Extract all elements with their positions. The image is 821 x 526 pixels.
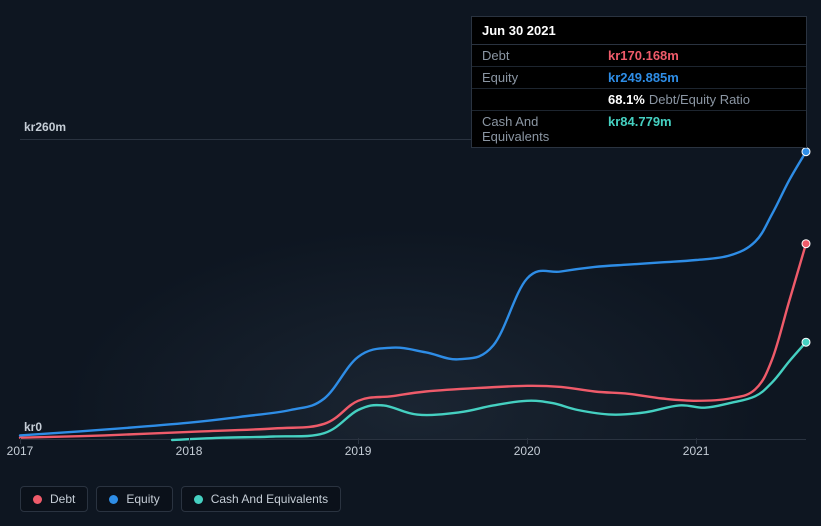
hover-tooltip: Jun 30 2021 Debtkr170.168mEquitykr249.88…	[471, 16, 807, 148]
series-line-cash	[172, 342, 806, 440]
x-axis-tick-label: 2020	[514, 444, 541, 458]
tooltip-row-value: kr249.885m	[608, 70, 679, 85]
chart-svg	[20, 140, 806, 440]
series-line-debt	[20, 244, 806, 438]
legend-swatch-icon	[194, 495, 203, 504]
x-axis-tick: 2018	[169, 444, 209, 458]
legend-item-label: Cash And Equivalents	[211, 492, 328, 506]
x-axis-tick-label: 2018	[176, 444, 203, 458]
legend-item-debt[interactable]: Debt	[20, 486, 88, 512]
legend-swatch-icon	[109, 495, 118, 504]
tooltip-ratio-label: Debt/Equity Ratio	[649, 92, 750, 107]
x-axis-tick-label: 2019	[345, 444, 372, 458]
tooltip-date: Jun 30 2021	[472, 17, 806, 45]
x-axis-tick: 2019	[338, 444, 378, 458]
series-end-dot-debt	[802, 240, 810, 248]
tooltip-row-value: kr170.168m	[608, 48, 679, 63]
tooltip-row: Debtkr170.168m	[472, 45, 806, 67]
legend: Debt Equity Cash And Equivalents	[20, 486, 341, 512]
y-axis-label-max: kr260m	[24, 120, 66, 134]
x-axis-tick: 2017	[0, 444, 40, 458]
tooltip-row-label: Debt	[482, 48, 608, 63]
legend-item-label: Equity	[126, 492, 159, 506]
tooltip-ratio-pct: 68.1%	[608, 92, 645, 107]
legend-swatch-icon	[33, 495, 42, 504]
legend-item-cash[interactable]: Cash And Equivalents	[181, 486, 341, 512]
tooltip-row: Cash And Equivalentskr84.779m	[472, 111, 806, 147]
tooltip-row-value: kr84.779m	[608, 114, 672, 144]
series-end-dot-cash	[802, 338, 810, 346]
tooltip-row-label	[482, 92, 608, 107]
legend-item-label: Debt	[50, 492, 75, 506]
x-axis-tick-label: 2017	[7, 444, 34, 458]
tooltip-row-label: Cash And Equivalents	[482, 114, 608, 144]
tooltip-row: 68.1% Debt/Equity Ratio	[472, 89, 806, 111]
series-end-dot-equity	[802, 148, 810, 156]
tooltip-row-label: Equity	[482, 70, 608, 85]
tooltip-row: Equitykr249.885m	[472, 67, 806, 89]
x-axis-tick: 2020	[507, 444, 547, 458]
legend-item-equity[interactable]: Equity	[96, 486, 172, 512]
x-axis: 20172018201920202021	[20, 444, 806, 464]
x-axis-tick-label: 2021	[683, 444, 710, 458]
x-axis-tick: 2021	[676, 444, 716, 458]
